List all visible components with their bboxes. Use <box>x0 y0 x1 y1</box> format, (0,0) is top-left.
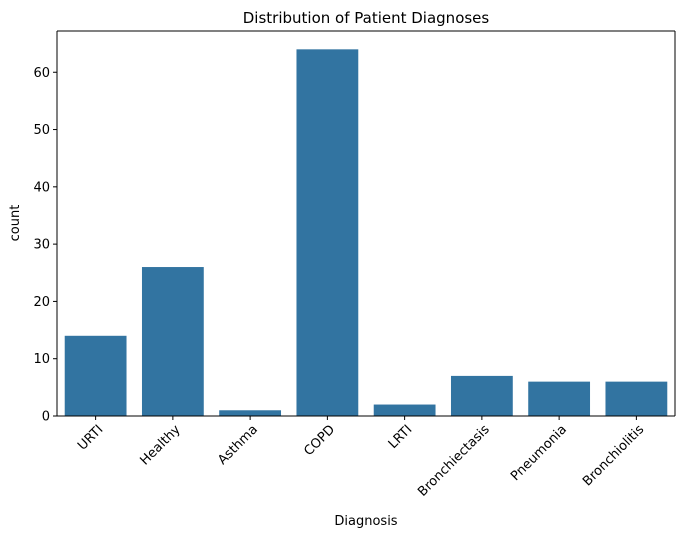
x-tick-label: Bronchiolitis <box>580 422 647 489</box>
x-tick-label: COPD <box>301 422 338 459</box>
x-tick-label: LRTI <box>386 422 416 452</box>
y-tick-label: 60 <box>33 66 50 81</box>
chart-title: Distribution of Patient Diagnoses <box>243 9 490 27</box>
x-tick-label: Pneumonia <box>508 422 570 484</box>
x-tick-label: Bronchiectasis <box>415 422 493 500</box>
y-tick-label: 30 <box>33 238 50 253</box>
y-tick-label: 10 <box>33 352 50 367</box>
bars <box>64 49 668 417</box>
axes <box>56 30 676 417</box>
bar-bronchiolitis <box>605 381 668 417</box>
y-tick-label: 20 <box>33 295 50 310</box>
x-tick-label: Asthma <box>215 422 261 468</box>
bar-copd <box>296 49 359 416</box>
x-axis-label: Diagnosis <box>334 514 397 529</box>
bar-urti <box>64 335 127 416</box>
bar-pneumonia <box>528 381 591 417</box>
x-tick-label: Healthy <box>137 422 183 468</box>
bar-healthy <box>141 267 204 416</box>
y-tick-label: 40 <box>33 180 50 195</box>
x-ticks: URTI Healthy Asthma COPD LRTI Bronchiectasis P… <box>75 416 647 500</box>
bar-lrti <box>373 404 436 416</box>
bar-asthma <box>219 410 282 416</box>
y-ticks: 0 10 20 30 40 50 60 <box>33 66 57 425</box>
bar-bronchiectasis <box>450 375 513 416</box>
x-tick-label: URTI <box>75 422 106 453</box>
y-tick-label: 50 <box>33 123 50 138</box>
y-tick-label: 0 <box>42 410 50 425</box>
y-axis-label: count <box>8 205 23 242</box>
